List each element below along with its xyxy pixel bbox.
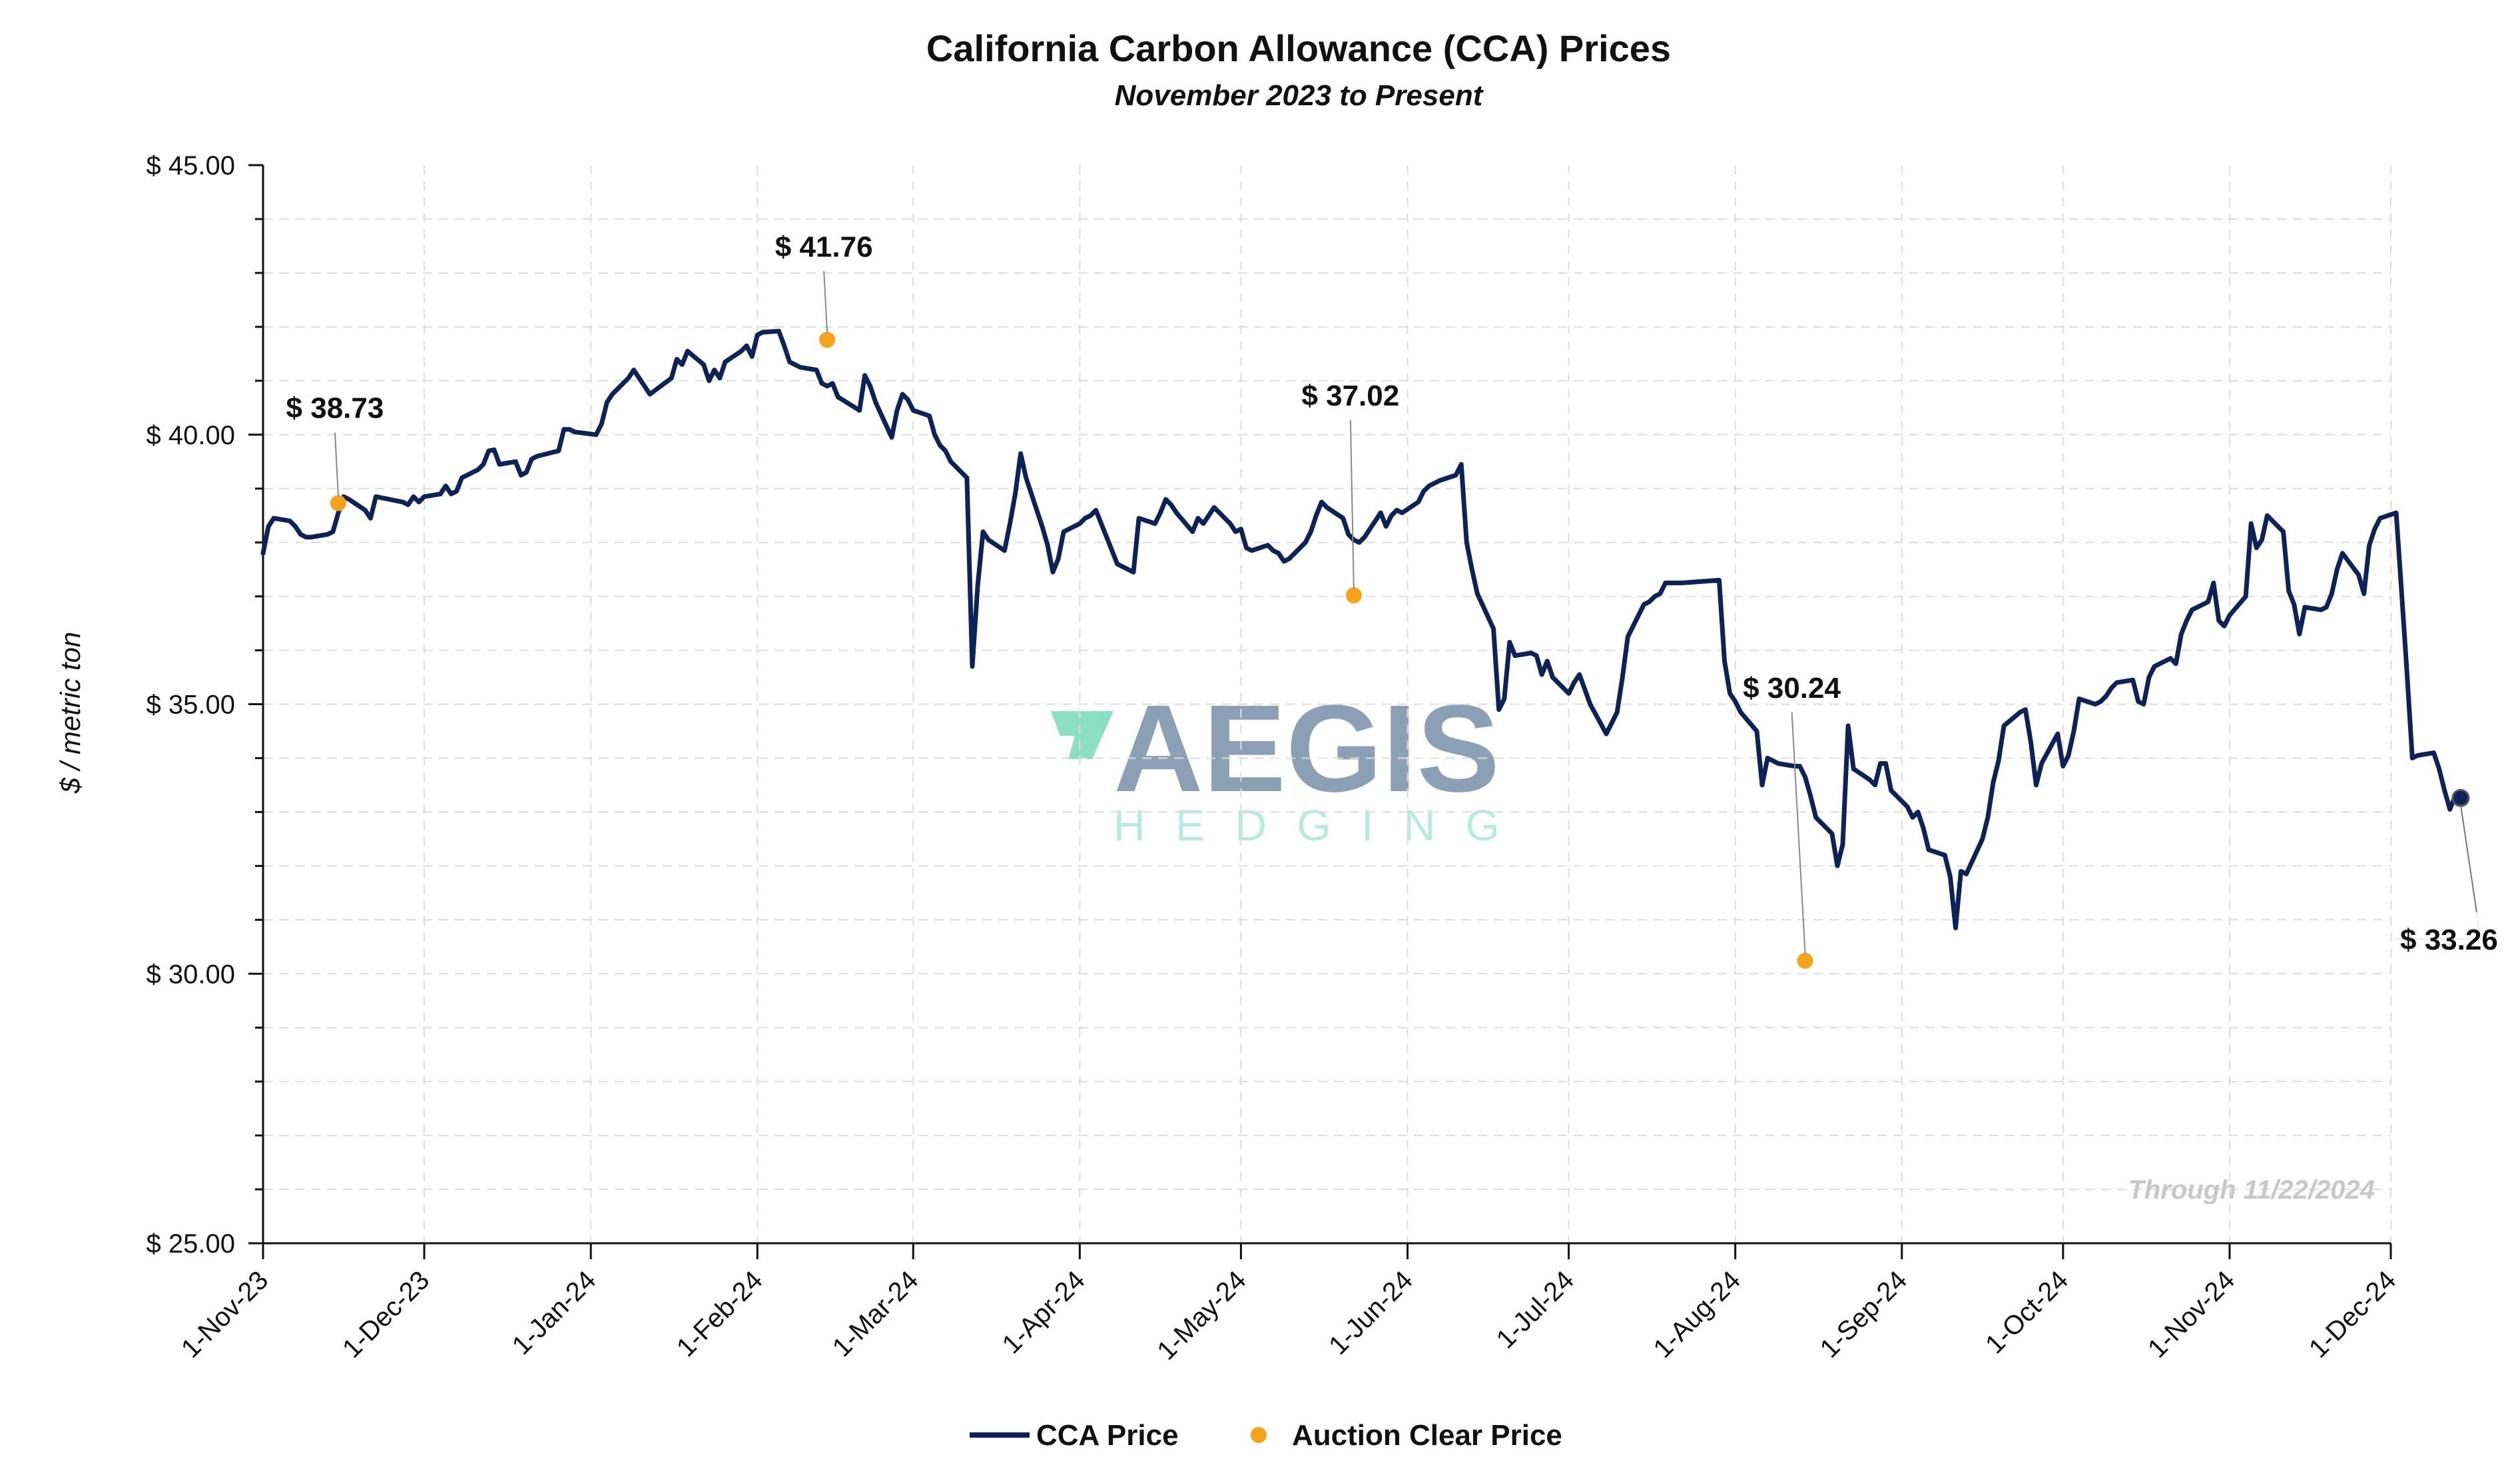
y-tick-label: $ 30.00 [147, 960, 235, 989]
x-tick-label: 1-May-24 [1151, 1265, 1252, 1366]
x-tick-label: 1-Nov-23 [176, 1265, 274, 1363]
x-tick-label: 1-Dec-24 [2304, 1265, 2401, 1363]
x-tick-label: 1-Apr-24 [997, 1265, 1091, 1359]
cca-price-last-point [2451, 788, 2470, 807]
series-auction-clear-price [330, 332, 1813, 969]
auction-leader-line [1791, 712, 1806, 954]
x-axis-ticks: 1-Nov-23 1-Dec-23 1-Jan-24 1-Feb-24 1-Mar-24… [176, 1243, 2401, 1366]
watermark-main: AEGIS [1113, 680, 1500, 818]
series-cca-price [260, 328, 2470, 930]
auction-clear-point [1797, 952, 1813, 969]
auction-leader-line [334, 432, 339, 497]
cca-price-line [260, 328, 2463, 930]
x-tick-label: 1-Mar-24 [827, 1265, 924, 1362]
watermark: AEGIS HEDGING [1051, 680, 1500, 850]
y-tick-label: $ 25.00 [147, 1229, 235, 1259]
watermark-sub: HEDGING [1113, 800, 1500, 850]
legend: CCA Price Auction Clear Price [970, 1419, 1562, 1452]
legend-swatch-auction-clear-price [1251, 1427, 1267, 1443]
last-price-label: $ 33.26 [2400, 924, 2498, 956]
x-tick-label: 1-Feb-24 [671, 1265, 769, 1362]
legend-label-auction-clear-price: Auction Clear Price [1292, 1419, 1562, 1452]
y-axis-label: $ / metric ton [55, 632, 86, 794]
chart-title: California Carbon Allowance (CCA) Prices [926, 27, 1671, 69]
auction-price-label: $ 37.02 [1301, 380, 1399, 412]
x-tick-label: 1-Nov-24 [2142, 1265, 2240, 1363]
aegis-logo-icon [1051, 711, 1113, 759]
annotations: $ 33.26 $ 38.73 $ 41.76 $ 37.02 $ 30.24 [286, 230, 2515, 960]
y-tick-label: $ 45.00 [147, 151, 235, 180]
chart-subtitle: November 2023 to Present [1115, 79, 1484, 112]
auction-clear-point [330, 495, 346, 511]
x-tick-label: 1-Jun-24 [1323, 1265, 1418, 1360]
x-tick-label: 1-Oct-24 [1980, 1265, 2074, 1359]
auction-leader-line [1349, 420, 1355, 589]
gridlines [263, 165, 2391, 1243]
x-tick-label: 1-Jul-24 [1491, 1265, 1580, 1354]
x-tick-label: 1-Jan-24 [507, 1265, 602, 1360]
auction-price-label: $ 38.73 [286, 392, 384, 425]
x-tick-label: 1-Dec-23 [337, 1265, 435, 1363]
auction-price-label: $ 41.76 [775, 230, 873, 263]
last-price-label-bg [2395, 912, 2515, 960]
y-axis-ticks: $ 25.00 $ 30.00 $ 35.00 $ 40.00 $ 45.00 [147, 151, 263, 1259]
x-tick-label: 1-Sep-24 [1815, 1265, 1913, 1363]
auction-price-label: $ 30.24 [1743, 672, 1841, 705]
through-note: Through 11/22/2024 [2128, 1175, 2375, 1205]
y-tick-label: $ 40.00 [147, 421, 235, 450]
legend-label-cca-price: CCA Price [1036, 1419, 1179, 1452]
auction-clear-point [1345, 587, 1362, 603]
y-tick-label: $ 35.00 [147, 691, 235, 720]
auction-clear-point [819, 332, 836, 348]
auction-leader-line [823, 271, 828, 334]
x-tick-label: 1-Aug-24 [1648, 1265, 1746, 1363]
